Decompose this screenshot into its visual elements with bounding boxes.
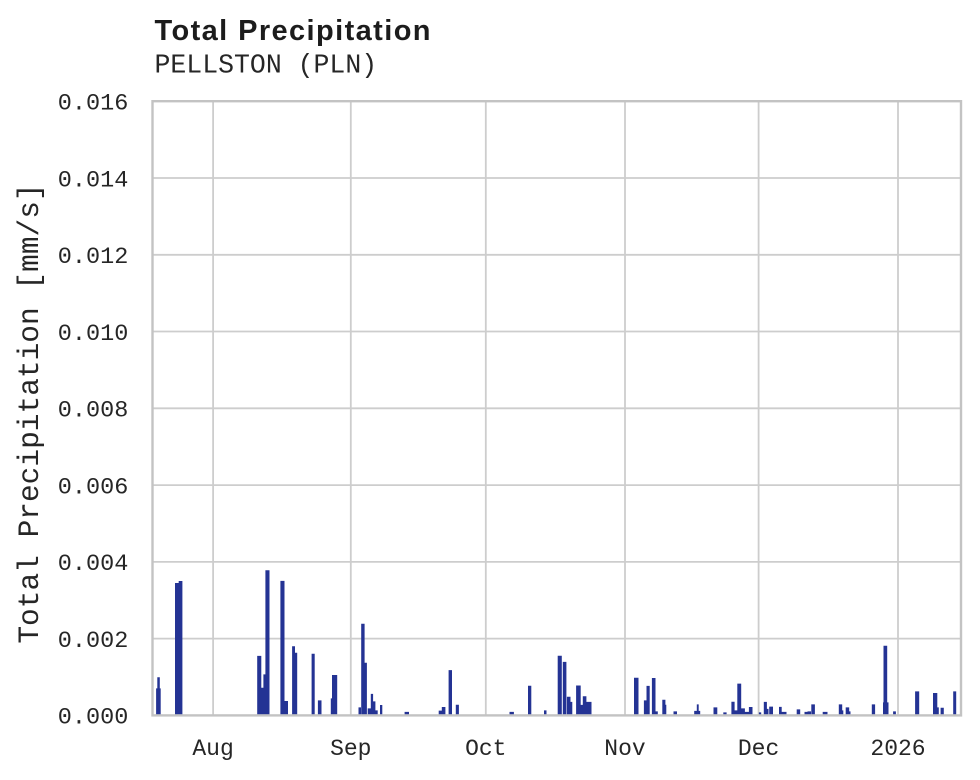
svg-text:Aug: Aug xyxy=(192,736,233,762)
svg-text:0.014: 0.014 xyxy=(58,167,129,194)
svg-text:Total Precipitation: Total Precipitation xyxy=(155,15,432,47)
svg-text:0.000: 0.000 xyxy=(58,705,129,732)
svg-text:PELLSTON (PLN): PELLSTON (PLN) xyxy=(155,51,378,81)
svg-text:Dec: Dec xyxy=(738,736,779,762)
svg-text:0.006: 0.006 xyxy=(58,474,129,501)
svg-text:0.002: 0.002 xyxy=(58,628,129,655)
svg-text:0.012: 0.012 xyxy=(58,244,129,271)
svg-text:Sep: Sep xyxy=(330,736,371,762)
svg-text:Total Precipitation [mm/s]: Total Precipitation [mm/s] xyxy=(13,183,47,643)
svg-text:0.010: 0.010 xyxy=(58,321,129,348)
svg-text:0.008: 0.008 xyxy=(58,398,129,425)
svg-text:2026: 2026 xyxy=(870,736,925,762)
svg-text:Nov: Nov xyxy=(604,736,646,762)
svg-text:0.016: 0.016 xyxy=(58,91,129,118)
svg-text:0.004: 0.004 xyxy=(58,551,129,578)
svg-text:Oct: Oct xyxy=(465,736,506,762)
